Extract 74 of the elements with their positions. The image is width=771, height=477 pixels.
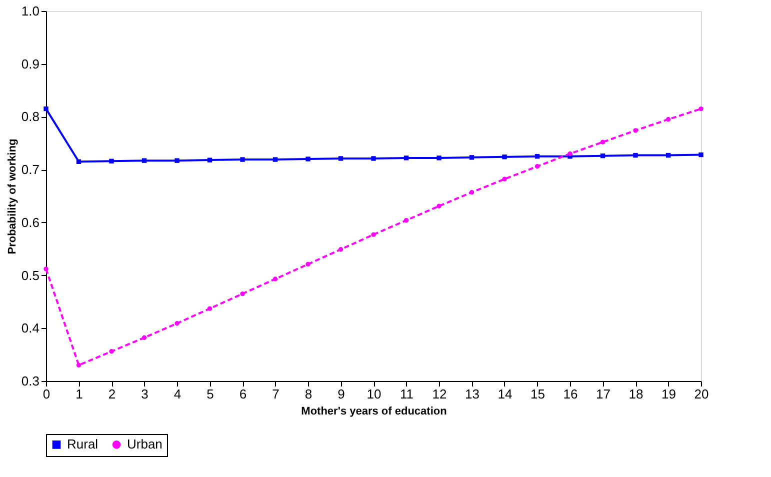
point (338, 156, 344, 161)
point (600, 153, 606, 158)
x-tick-label: 10 (366, 386, 382, 402)
x-tick-label: 13 (465, 386, 480, 402)
x-tick-label: 15 (530, 386, 545, 402)
x-tick-label: 14 (498, 386, 512, 402)
point (207, 306, 212, 311)
point (436, 156, 442, 160)
point (142, 158, 147, 163)
x-tick-label: 20 (694, 386, 709, 402)
point (404, 218, 409, 223)
point (174, 158, 180, 163)
point (272, 157, 278, 162)
point (338, 247, 344, 252)
point (76, 362, 82, 368)
point (240, 291, 245, 296)
y-tick-label: 0.8 (21, 109, 40, 124)
x-tick-label: 7 (272, 386, 280, 402)
point (404, 156, 409, 160)
point (502, 176, 507, 182)
point (272, 276, 278, 282)
point (568, 151, 572, 156)
x-tick-label: 6 (239, 386, 247, 402)
point (436, 204, 442, 208)
point (698, 152, 704, 158)
x-tick-label: 2 (108, 386, 116, 402)
x-axis-title: Mother's years of education (301, 406, 448, 418)
point (534, 154, 540, 159)
x-tick-label: 9 (338, 386, 345, 402)
point (371, 156, 376, 161)
point (306, 262, 310, 267)
point (109, 349, 114, 354)
point (534, 164, 540, 169)
y-axis-title: Probability of working (6, 138, 18, 254)
point (633, 152, 638, 158)
x-tick-label: 8 (304, 386, 312, 402)
point (502, 154, 507, 160)
x-tick-label: 12 (432, 386, 447, 402)
point (44, 106, 48, 112)
point (109, 158, 114, 164)
y-tick-label: 0.9 (21, 56, 40, 72)
point (44, 266, 48, 272)
point (469, 190, 474, 195)
legend-label: Rural (67, 436, 98, 452)
point (633, 128, 638, 133)
point (240, 157, 245, 162)
y-tick-label: 0.4 (21, 320, 40, 336)
y-tick-label: 0.6 (21, 214, 40, 230)
x-tick-label: 4 (174, 386, 182, 402)
point (76, 159, 82, 164)
point (207, 158, 212, 162)
x-tick-label: 16 (563, 386, 578, 402)
x-tick-label: 11 (400, 386, 414, 402)
point (174, 321, 180, 326)
y-tick-label: 0.3 (21, 374, 40, 388)
point (666, 152, 671, 158)
point (142, 335, 147, 340)
x-tick-label: 19 (662, 386, 676, 402)
point (371, 232, 376, 237)
point (600, 140, 606, 144)
x-tick-label: 18 (628, 386, 644, 402)
legend-label: Urban (127, 436, 162, 452)
point (698, 106, 704, 112)
point (666, 117, 671, 122)
x-tick-label: 17 (596, 386, 610, 402)
x-tick-label: 1 (76, 386, 83, 402)
x-tick-label: 3 (141, 386, 148, 402)
point (306, 156, 310, 162)
y-tick-label: 0.5 (21, 268, 40, 283)
x-tick-label: 5 (206, 386, 214, 402)
x-tick-label: 0 (42, 386, 50, 402)
point (469, 155, 474, 160)
y-tick-label: 0.7 (21, 162, 40, 178)
y-tick-label: 1.0 (21, 4, 40, 18)
